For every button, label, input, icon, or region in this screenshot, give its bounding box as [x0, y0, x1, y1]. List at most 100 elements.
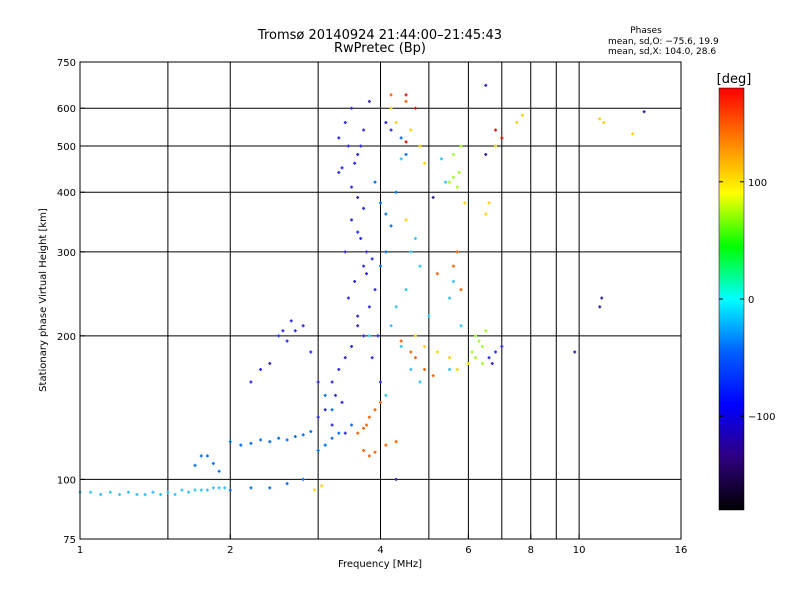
data-point: [316, 448, 320, 452]
data-point: [602, 121, 606, 125]
data-point: [409, 367, 413, 371]
data-point: [268, 361, 272, 365]
data-point: [359, 144, 363, 148]
data-point: [376, 334, 380, 338]
data-point: [211, 486, 215, 490]
grid-lines: [80, 62, 681, 539]
data-point: [573, 350, 577, 354]
data-point: [205, 454, 209, 458]
x-tick-label: 4: [377, 545, 383, 556]
data-point: [330, 436, 334, 440]
data-point: [268, 440, 272, 444]
data-point: [418, 144, 422, 148]
data-point: [480, 344, 484, 348]
data-point: [448, 356, 452, 360]
x-tick-label: 2: [227, 545, 233, 556]
y-tick-label: 500: [57, 142, 76, 153]
y-tick-label: 750: [57, 58, 76, 69]
data-point: [370, 257, 374, 261]
data-point: [365, 250, 369, 254]
colorbar-label: [deg]: [717, 72, 752, 87]
colorbar-ticks: 100 0 −100: [719, 178, 775, 423]
data-point: [367, 334, 371, 338]
y-tick-label: 200: [57, 332, 76, 343]
data-point: [126, 490, 130, 494]
data-point: [356, 314, 360, 318]
data-point: [285, 482, 289, 486]
data-point: [316, 415, 320, 419]
y-tick-label: 600: [57, 104, 76, 115]
data-point: [379, 400, 382, 404]
data-point: [337, 431, 341, 435]
data-point: [293, 435, 297, 439]
data-point: [413, 236, 417, 240]
data-point: [440, 157, 443, 161]
x-tick-label: 8: [528, 545, 534, 556]
y-tick-label: 300: [57, 248, 76, 259]
data-point: [89, 490, 93, 494]
data-point: [404, 152, 408, 156]
data-point: [389, 106, 393, 110]
y-axis-ticks: 75 100 200 300 400 500 600 750: [57, 58, 85, 546]
data-point: [367, 305, 371, 309]
data-point: [367, 99, 371, 103]
data-point: [435, 350, 439, 354]
data-point: [350, 218, 354, 222]
data-point: [448, 367, 452, 371]
x-axis-label: Frequency [MHz]: [338, 559, 422, 570]
data-point: [199, 454, 203, 458]
phases-title: Phases: [630, 26, 662, 36]
data-point: [384, 250, 388, 254]
data-point: [356, 230, 360, 234]
data-point: [384, 443, 388, 447]
data-point: [490, 361, 494, 365]
data-point: [187, 490, 191, 494]
data-point: [477, 339, 481, 343]
y-tick-label: 75: [63, 535, 76, 546]
data-point: [455, 250, 459, 254]
data-point: [399, 344, 403, 348]
data-point: [379, 380, 382, 384]
data-point: [323, 408, 327, 412]
data-point: [379, 264, 382, 268]
data-point: [359, 236, 363, 240]
y-tick-label: 400: [57, 188, 76, 199]
colorbar: [718, 87, 745, 511]
data-point: [309, 350, 313, 354]
data-point: [239, 443, 243, 447]
data-point: [389, 128, 393, 132]
data-point: [159, 492, 163, 496]
data-point: [356, 324, 360, 328]
data-point: [500, 344, 504, 348]
data-point: [217, 486, 221, 490]
data-point: [384, 121, 388, 125]
data-point: [330, 408, 334, 412]
data-point: [277, 436, 281, 440]
data-point: [399, 136, 403, 140]
data-point: [598, 117, 602, 121]
x-tick-label: 1: [77, 545, 83, 556]
data-point: [330, 380, 334, 384]
data-point: [459, 144, 463, 148]
data-point: [451, 279, 455, 283]
colorbar-tick-label: −100: [748, 412, 775, 423]
data-point: [470, 350, 474, 354]
data-point: [404, 99, 408, 103]
data-point: [473, 356, 477, 360]
data-point: [494, 350, 498, 354]
data-point: [451, 264, 455, 268]
data-point: [418, 380, 422, 384]
data-point: [373, 408, 377, 412]
data-point: [301, 324, 305, 328]
data-point: [205, 488, 209, 492]
data-point: [484, 329, 488, 333]
data-point: [484, 212, 488, 216]
data-point: [422, 367, 426, 371]
data-point: [459, 324, 463, 328]
data-point: [249, 486, 253, 490]
data-point: [211, 461, 215, 465]
data-point: [389, 93, 393, 97]
data-point: [642, 110, 646, 114]
y-axis-label: Stationary phase Virtual Height [km]: [38, 208, 49, 392]
chart-subtitle: RwPretec (Bp): [334, 41, 426, 56]
